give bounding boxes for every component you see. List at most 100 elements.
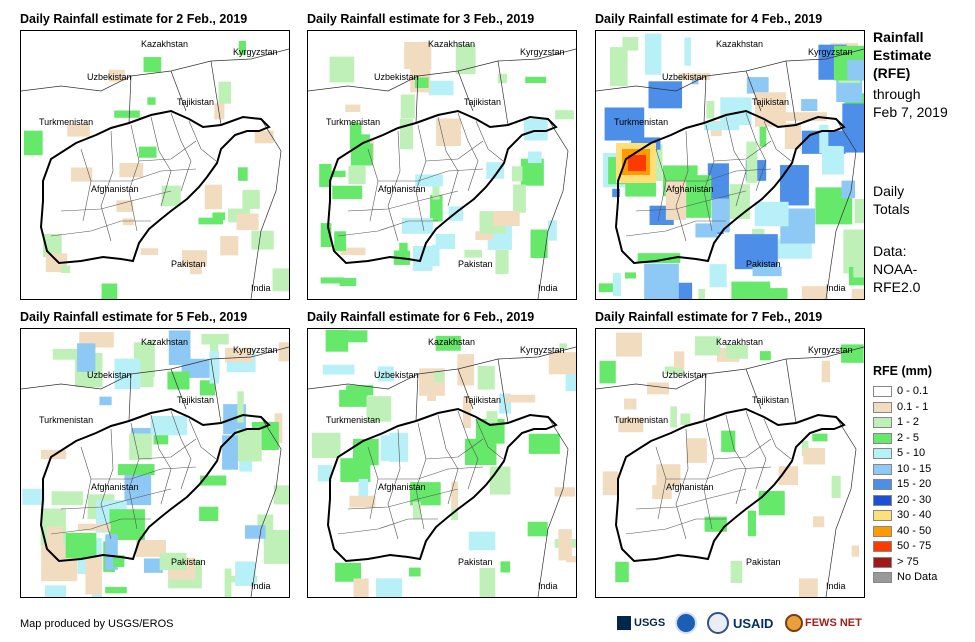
legend-label: 2 - 5 — [897, 431, 920, 444]
province-boundary — [666, 168, 772, 182]
province-boundary — [337, 518, 438, 535]
rain-cell — [435, 233, 456, 249]
rain-cell — [495, 249, 509, 275]
legend-swatch — [873, 510, 892, 521]
province-boundary — [91, 168, 197, 182]
rain-cell — [237, 391, 244, 423]
rain-cell — [746, 141, 758, 183]
province-boundary — [378, 168, 484, 182]
fewsnet-logo-text: FEWS NET — [805, 617, 862, 629]
rain-cell — [497, 73, 507, 84]
rainfall-cells — [599, 332, 864, 597]
province-boundary — [635, 190, 747, 212]
rain-cell — [181, 250, 207, 267]
legend-swatch — [873, 572, 892, 583]
province-boundary — [713, 438, 772, 460]
rain-cell — [410, 482, 441, 506]
rain-cell — [455, 44, 476, 75]
rain-cell — [730, 560, 743, 584]
rain-cell — [415, 77, 429, 88]
rain-cell — [147, 97, 156, 105]
side-noaa: NOAA- — [873, 261, 918, 277]
province-boundary — [725, 414, 747, 505]
fewsnet-logo: FEWS NET — [785, 610, 862, 636]
rain-cell — [602, 471, 619, 496]
legend-swatch — [873, 401, 892, 413]
rain-cell — [52, 348, 83, 360]
province-boundary — [635, 488, 747, 510]
rain-cell — [108, 69, 125, 82]
rain-cell — [251, 230, 274, 250]
rain-cell — [451, 481, 458, 509]
rain-cell — [784, 123, 802, 150]
afghanistan-outline — [39, 407, 271, 563]
rain-cell — [430, 194, 443, 222]
legend-swatch — [873, 479, 892, 490]
map-panel-feb6: Daily Rainfall estimate for 6 Feb., 2019… — [307, 310, 577, 598]
rain-cell — [242, 189, 260, 209]
country-label-kyrgyzstan: Kyrgyzstan — [233, 345, 278, 355]
rain-cell — [706, 100, 715, 119]
province-boundary — [475, 120, 504, 162]
country-label-afghanistan: Afghanistan — [91, 184, 139, 194]
rainfall-cells — [23, 40, 289, 299]
legend-label: No Data — [897, 571, 938, 583]
rain-cell — [457, 354, 475, 386]
province-boundary — [60, 488, 172, 510]
map-panel-feb2: Daily Rainfall estimate for 2 Feb., 2019… — [20, 12, 290, 300]
usgs-logo-text: USGS — [634, 617, 666, 629]
rain-cell — [648, 81, 683, 109]
rain-cell — [435, 335, 461, 351]
side-data-label: Data: — [873, 243, 907, 259]
rain-cell — [332, 185, 363, 199]
rain-cell — [785, 112, 827, 121]
province-boundary — [725, 116, 747, 207]
rain-cell — [598, 283, 615, 293]
rain-cell — [599, 360, 616, 384]
rain-cell — [218, 81, 232, 104]
rain-cell — [747, 510, 756, 537]
rain-cell — [244, 525, 266, 539]
noaa-logo-icon — [675, 610, 697, 636]
country-boundaries — [308, 346, 576, 597]
side-date: Feb 7, 2019 — [873, 104, 948, 120]
dos-seal-icon — [707, 610, 729, 636]
legend-label: 0 - 0.1 — [897, 385, 929, 397]
rain-cell — [320, 277, 344, 284]
country-boundaries — [308, 48, 576, 299]
rain-cell — [51, 491, 84, 506]
country-label-pakistan: Pakistan — [746, 259, 781, 269]
rain-cell — [225, 347, 253, 363]
legend-swatch — [873, 463, 892, 475]
rain-cell — [322, 364, 355, 375]
rainfall-map: Kazakhstan Kyrgyzstan Uzbekistan Tajikistan… — [307, 328, 577, 598]
rain-cell — [404, 42, 432, 70]
rain-cell — [678, 73, 711, 81]
rain-cell — [525, 76, 547, 84]
rain-cell — [500, 561, 511, 573]
panel-title: Daily Rainfall estimate for 5 Feb., 2019 — [20, 310, 248, 324]
country-label-tajikistan: Tajikistan — [752, 97, 789, 107]
rain-cell — [680, 413, 691, 426]
afghanistan-outline — [326, 109, 558, 265]
rain-cell — [612, 273, 621, 297]
rain-cell — [566, 556, 576, 563]
country-label-uzbekistan: Uzbekistan — [662, 370, 707, 380]
rain-cell — [428, 80, 454, 96]
province-boundary — [763, 418, 792, 460]
province-boundary — [415, 124, 427, 232]
rain-cell — [116, 200, 134, 212]
rain-cell — [335, 562, 362, 582]
rain-cell — [311, 432, 341, 459]
rain-cell — [762, 288, 788, 299]
rain-cell — [644, 263, 679, 299]
province-boundary — [675, 130, 689, 242]
map-panel-feb4: Daily Rainfall estimate for 4 Feb., 2019… — [595, 12, 865, 300]
rain-cell — [122, 218, 134, 226]
map-panel-feb3: Daily Rainfall estimate for 3 Feb., 2019… — [307, 12, 577, 300]
rain-cell — [841, 180, 855, 199]
rain-cell — [754, 201, 789, 227]
rain-cell — [415, 174, 443, 187]
rain-cell — [530, 229, 548, 258]
country-label-afghanistan: Afghanistan — [378, 184, 426, 194]
